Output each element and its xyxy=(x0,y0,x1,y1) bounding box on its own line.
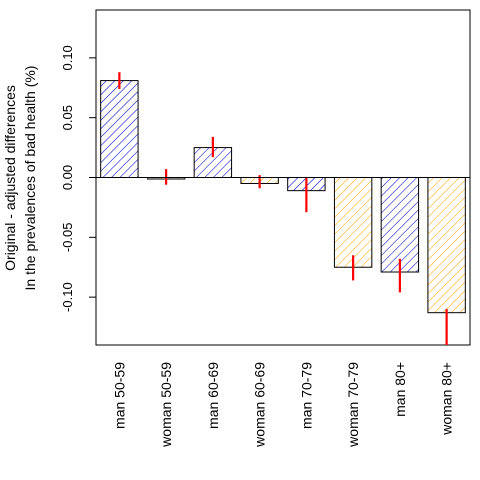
y-tick-label: -0.05 xyxy=(60,223,75,253)
x-tick-label: man 50-59 xyxy=(111,362,127,429)
bar xyxy=(427,177,466,314)
x-tick-label: woman 50-59 xyxy=(158,362,174,448)
y-axis: -0.10 -0.05 0.00 0.05 0.10 xyxy=(60,45,96,312)
y-tick-label: 0.05 xyxy=(60,105,75,130)
x-tick-label: man 60-69 xyxy=(205,362,221,429)
x-tick-label: man 70-79 xyxy=(298,362,314,429)
x-tick-label: man 80+ xyxy=(392,362,408,417)
error-bars xyxy=(118,72,448,345)
y-tick-label: 0.00 xyxy=(60,165,75,190)
bar xyxy=(100,80,139,178)
bar xyxy=(333,177,373,268)
y-axis-label-line-1: Original - adjusted differences xyxy=(2,85,18,271)
x-tick-labels: man 50-59 woman 50-59 man 60-69 woman 60-69… xyxy=(111,362,454,448)
y-tick-label: -0.10 xyxy=(60,282,75,312)
x-tick-label: woman 60-69 xyxy=(252,362,268,448)
bars xyxy=(100,80,466,314)
bar xyxy=(380,177,420,273)
x-tick-label: woman 70-79 xyxy=(345,362,361,448)
x-tick-label: woman 80+ xyxy=(439,362,455,436)
y-axis-label-line-2: In the prevalences of bad health (%) xyxy=(22,66,38,291)
y-tick-label: 0.10 xyxy=(60,45,75,70)
